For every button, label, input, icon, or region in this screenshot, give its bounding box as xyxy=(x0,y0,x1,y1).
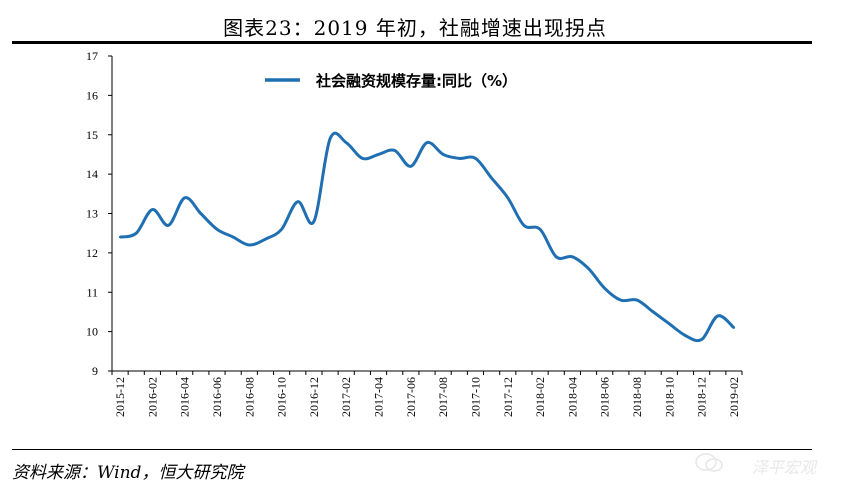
x-tick-label: 2016-02 xyxy=(145,377,159,417)
data-point xyxy=(732,326,736,329)
x-tick-label: 2016-08 xyxy=(242,377,256,417)
data-point xyxy=(361,157,364,160)
x-tick-label: 2017-08 xyxy=(436,377,450,417)
chart-legend: 社会融资规模存量:同比（%） xyxy=(265,72,517,90)
data-point xyxy=(167,224,170,227)
source-rule xyxy=(12,449,812,450)
source-note: 资料来源：Wind，恒大研究院 xyxy=(12,463,244,483)
x-tick-label: 2016-10 xyxy=(275,377,289,417)
x-tick-label: 2019-02 xyxy=(727,377,741,417)
data-point xyxy=(652,310,655,314)
x-tick-label: 2018-10 xyxy=(662,377,676,417)
y-tick-label: 16 xyxy=(86,88,98,102)
data-point xyxy=(183,196,186,199)
y-tick-label: 14 xyxy=(86,167,98,181)
x-tick-label: 2016-06 xyxy=(210,377,224,417)
data-point xyxy=(490,176,493,180)
x-tick-label: 2017-04 xyxy=(372,377,386,417)
x-tick-label: 2018-02 xyxy=(533,377,547,417)
data-point xyxy=(603,287,606,290)
x-tick-label: 2017-10 xyxy=(468,377,482,417)
y-axis-ticks: 9 10 11 12 13 14 15 16 17 xyxy=(86,49,112,378)
data-point xyxy=(425,141,429,144)
y-tick-label: 11 xyxy=(86,285,98,299)
data-point xyxy=(345,141,348,144)
data-point xyxy=(522,224,526,227)
data-point xyxy=(571,255,574,258)
data-point xyxy=(716,314,719,318)
y-tick-label: 10 xyxy=(86,325,98,339)
data-point xyxy=(635,298,639,302)
data-point xyxy=(118,235,122,239)
y-tick-label: 15 xyxy=(86,128,98,142)
series-line xyxy=(119,131,735,343)
data-point xyxy=(458,157,461,160)
data-point xyxy=(199,212,202,215)
data-point xyxy=(232,235,235,239)
x-axis-ticks: 2015-12 2016-02 2016-04 2016-06 2016-08 2016-… xyxy=(111,371,743,417)
y-tick-label: 9 xyxy=(92,364,98,378)
data-point xyxy=(280,228,283,231)
series-group xyxy=(118,131,736,343)
data-point xyxy=(474,157,477,160)
x-tick-label: 2018-08 xyxy=(630,377,644,417)
x-tick-label: 2016-04 xyxy=(178,377,192,417)
y-tick-label: 13 xyxy=(86,207,98,221)
data-point xyxy=(700,338,703,341)
chart-axes xyxy=(111,56,742,372)
y-tick-label: 12 xyxy=(86,246,98,260)
x-tick-label: 2017-02 xyxy=(339,377,353,417)
data-point xyxy=(248,243,251,247)
y-tick-label: 17 xyxy=(86,49,98,63)
chart-title: 图表23：2019 年初，社融增速出现拐点 xyxy=(223,16,607,40)
data-point xyxy=(587,267,590,270)
data-point xyxy=(393,149,396,152)
data-point xyxy=(684,334,687,337)
data-point xyxy=(215,228,219,231)
data-point xyxy=(619,298,622,302)
title-rule xyxy=(12,41,812,44)
data-point xyxy=(506,196,509,199)
data-point xyxy=(264,237,267,241)
data-point xyxy=(328,137,332,140)
data-point xyxy=(377,153,380,156)
x-tick-label: 2015-12 xyxy=(113,377,127,417)
data-point xyxy=(135,232,138,235)
legend-label: 社会融资规模存量:同比（%） xyxy=(315,72,517,90)
x-tick-label: 2018-12 xyxy=(695,377,709,417)
watermark: 泽平宏观 xyxy=(751,458,816,477)
data-point xyxy=(538,228,542,231)
data-point xyxy=(409,165,412,168)
x-tick-label: 2018-06 xyxy=(598,377,612,417)
x-tick-label: 2017-06 xyxy=(404,377,418,417)
data-point xyxy=(668,322,671,325)
data-point xyxy=(151,208,154,211)
data-point xyxy=(442,153,445,156)
data-point xyxy=(555,255,558,258)
data-point xyxy=(296,200,299,203)
data-point xyxy=(312,220,316,223)
x-tick-label: 2018-04 xyxy=(565,377,579,417)
wechat-icon xyxy=(695,453,723,472)
x-tick-label: 2016-12 xyxy=(307,377,321,417)
x-tick-label: 2017-12 xyxy=(501,377,515,417)
